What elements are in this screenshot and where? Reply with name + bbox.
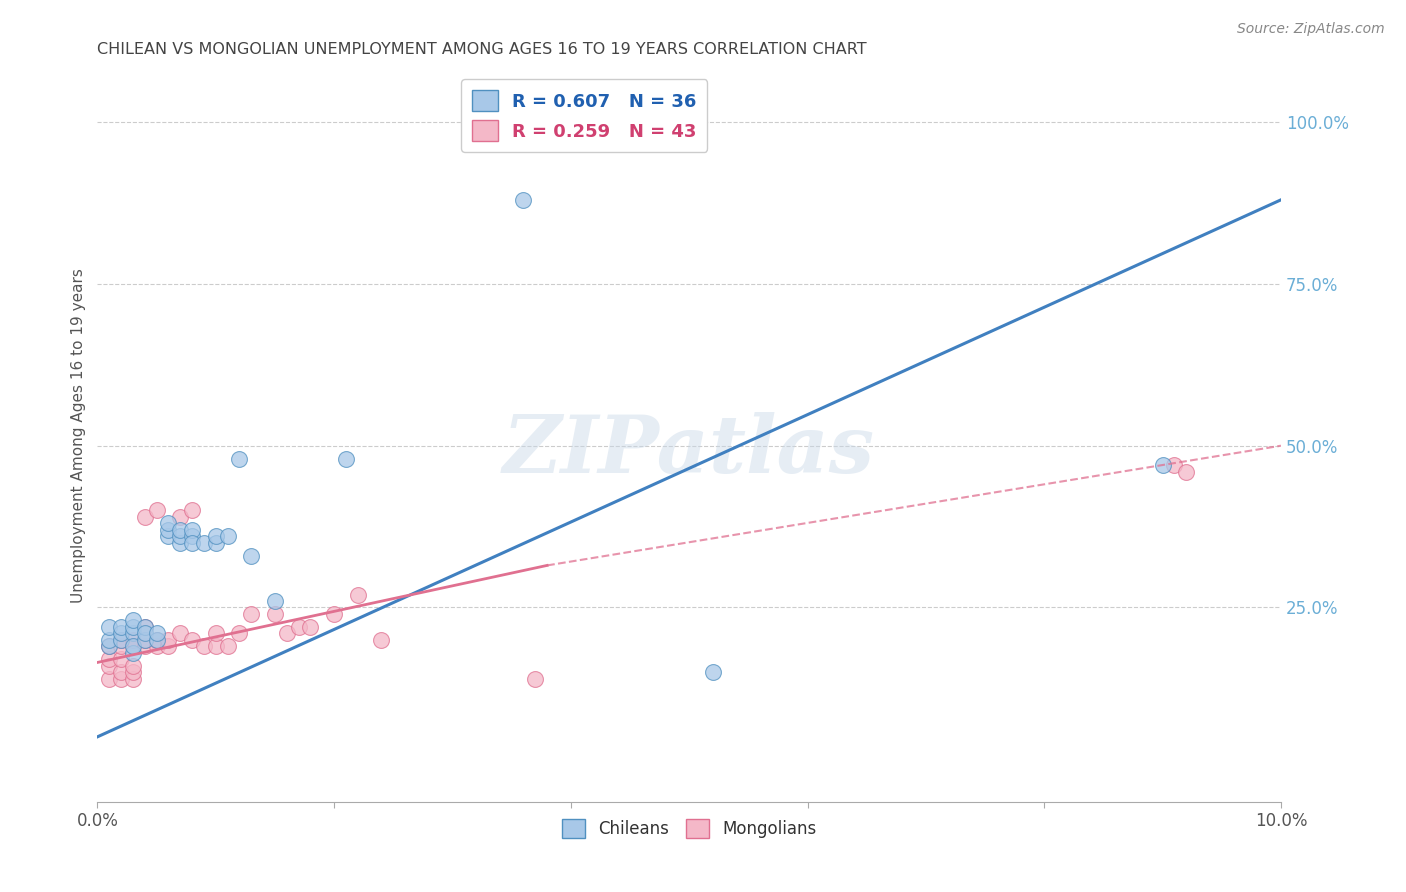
Point [145,640,167,654]
Point [169,529,191,543]
Point [169,509,191,524]
Point [121,658,143,673]
Point [134,640,156,654]
Point [121,640,143,654]
Point [110,632,132,647]
Point [98,658,121,673]
Point [370,632,392,647]
Point [121,665,143,680]
Point [110,620,132,634]
Point [323,607,346,621]
Point [134,632,156,647]
Point [110,632,132,647]
Point [145,626,167,640]
Point [276,626,298,640]
Point [169,523,191,537]
Point [287,620,309,634]
Point [228,451,250,466]
Point [121,672,143,686]
Point [121,626,143,640]
Point [193,535,215,549]
Point [1175,465,1198,479]
Point [98,640,121,654]
Point [240,607,263,621]
Point [157,516,180,531]
Point [346,588,368,602]
Point [157,523,180,537]
Point [204,640,226,654]
Point [1163,458,1185,472]
Point [181,523,204,537]
Point [121,632,143,647]
Point [110,640,132,654]
Text: Source: ZipAtlas.com: Source: ZipAtlas.com [1237,22,1385,37]
Point [335,451,357,466]
Legend: Chileans, Mongolians: Chileans, Mongolians [555,812,824,845]
Point [264,607,287,621]
Point [110,652,132,666]
Point [217,640,239,654]
Point [134,620,156,634]
Y-axis label: Unemployment Among Ages 16 to 19 years: Unemployment Among Ages 16 to 19 years [72,268,86,604]
Point [1152,458,1174,472]
Point [110,672,132,686]
Point [228,626,250,640]
Point [98,652,121,666]
Point [169,626,191,640]
Point [121,620,143,634]
Point [121,640,143,654]
Point [157,632,180,647]
Point [181,535,204,549]
Point [98,620,121,634]
Point [702,665,724,680]
Point [204,535,226,549]
Point [134,632,156,647]
Point [98,632,121,647]
Point [512,193,534,207]
Point [240,549,263,563]
Point [121,646,143,660]
Point [181,632,204,647]
Point [134,509,156,524]
Point [145,503,167,517]
Point [157,529,180,543]
Point [98,672,121,686]
Text: CHILEAN VS MONGOLIAN UNEMPLOYMENT AMONG AGES 16 TO 19 YEARS CORRELATION CHART: CHILEAN VS MONGOLIAN UNEMPLOYMENT AMONG … [97,42,868,57]
Point [181,529,204,543]
Point [524,672,547,686]
Point [98,640,121,654]
Point [181,503,204,517]
Point [110,665,132,680]
Point [145,632,167,647]
Point [264,594,287,608]
Point [204,529,226,543]
Point [110,626,132,640]
Point [134,620,156,634]
Point [145,632,167,647]
Text: ZIPatlas: ZIPatlas [503,412,875,490]
Point [169,535,191,549]
Point [193,640,215,654]
Point [121,614,143,628]
Point [134,626,156,640]
Point [299,620,322,634]
Point [217,529,239,543]
Point [157,640,180,654]
Point [204,626,226,640]
